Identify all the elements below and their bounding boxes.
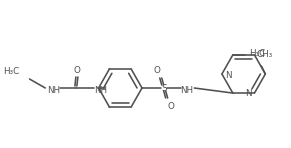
Text: NH: NH bbox=[94, 86, 107, 95]
Text: O: O bbox=[167, 102, 174, 111]
Text: NH: NH bbox=[47, 86, 60, 95]
Text: O: O bbox=[73, 66, 80, 74]
Text: N: N bbox=[225, 70, 231, 79]
Text: H₃C: H₃C bbox=[3, 66, 19, 75]
Text: N: N bbox=[245, 89, 251, 98]
Text: O: O bbox=[153, 66, 160, 74]
Text: S: S bbox=[161, 83, 166, 92]
Text: NH: NH bbox=[180, 86, 193, 95]
Text: H₃C: H₃C bbox=[249, 49, 266, 58]
Text: CH₃: CH₃ bbox=[256, 50, 273, 59]
